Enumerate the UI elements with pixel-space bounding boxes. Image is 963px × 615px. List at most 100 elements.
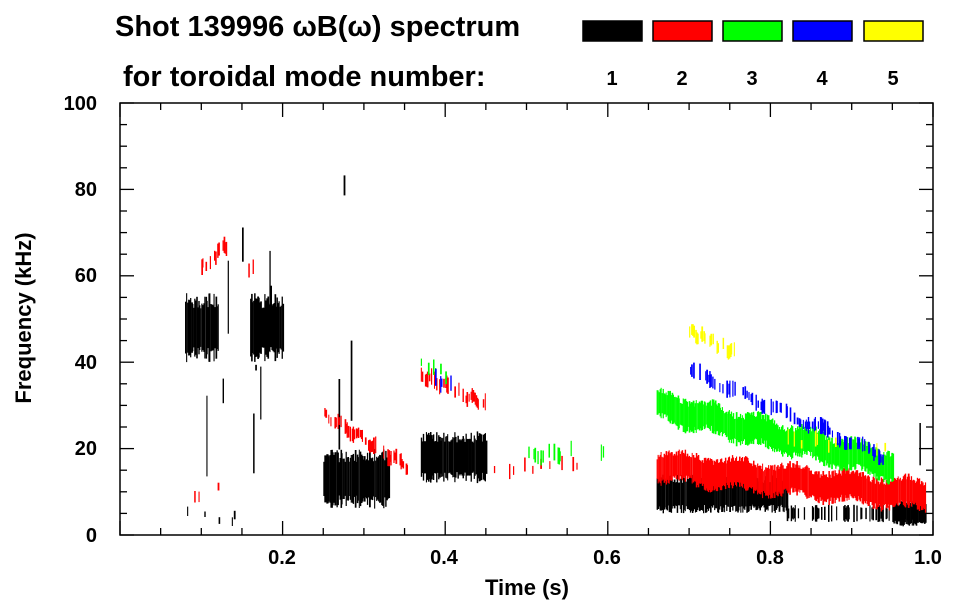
spectral-point-mode-1 xyxy=(420,437,423,477)
spectral-point-mode-3 xyxy=(739,413,742,446)
spectral-point-mode-1 xyxy=(731,481,733,507)
spectral-point-mode-4 xyxy=(872,446,874,456)
spectral-point-mode-2 xyxy=(359,429,361,438)
spectral-point-mode-2 xyxy=(340,415,342,428)
spectral-point-mode-4 xyxy=(699,363,701,380)
spectral-point-mode-2 xyxy=(799,465,801,493)
y-tick-label-20: 20 xyxy=(75,438,97,460)
spectral-point-mode-3 xyxy=(602,446,605,458)
spectral-point-mode-1 xyxy=(335,452,337,506)
spectral-point-mode-2 xyxy=(335,417,337,428)
spectral-point-mode-4 xyxy=(744,386,747,399)
spectral-point-mode-2 xyxy=(773,469,775,494)
spectral-point-mode-2 xyxy=(881,479,884,510)
spectral-point-mode-2 xyxy=(205,261,208,271)
spectral-point-mode-2 xyxy=(839,473,842,498)
spectral-point-mode-1 xyxy=(783,475,785,513)
spectral-point-mode-2 xyxy=(785,468,787,489)
spectral-point-mode-3 xyxy=(829,437,831,468)
x-tick-label-1.0: 1.0 xyxy=(914,547,942,569)
spectral-point-mode-5 xyxy=(693,325,695,338)
spectral-point-mode-2 xyxy=(873,478,875,509)
spectral-point-mode-4 xyxy=(751,392,754,406)
spectral-point-mode-5 xyxy=(701,326,704,342)
legend-label-mode-2: 2 xyxy=(676,68,687,90)
spectral-point-mode-2 xyxy=(669,453,671,481)
spectral-point-mode-2 xyxy=(493,466,496,474)
spectral-point-mode-1 xyxy=(436,432,438,483)
spectral-point-mode-3 xyxy=(792,426,794,459)
spectral-point-mode-2 xyxy=(779,466,781,494)
spectral-point-mode-1 xyxy=(670,475,673,513)
spectral-point-mode-1 xyxy=(185,301,187,354)
spectral-point-mode-1 xyxy=(678,482,681,506)
spectral-point-mode-1 xyxy=(679,478,681,510)
spectral-point-mode-3 xyxy=(727,411,730,440)
spectral-point-mode-1 xyxy=(674,482,677,506)
spectral-point-mode-1 xyxy=(258,297,260,358)
spectral-point-mode-1 xyxy=(666,477,669,511)
spectral-point-mode-1 xyxy=(278,301,280,354)
spectral-point-mode-1 xyxy=(923,503,926,524)
spectral-point-mode-3 xyxy=(558,447,561,465)
spectral-point-mode-2 xyxy=(848,468,850,500)
spectral-point-mode-1 xyxy=(911,501,913,526)
spectral-point-mode-4 xyxy=(780,402,782,413)
spectral-point-mode-1 xyxy=(277,303,280,353)
spectral-point-mode-3 xyxy=(661,393,663,414)
spectral-point-mode-2 xyxy=(248,263,250,278)
spectral-point-mode-3 xyxy=(818,430,820,460)
spectral-point-mode-3 xyxy=(802,426,804,455)
spectral-point-mode-2 xyxy=(330,417,332,427)
spectral-point-mode-3 xyxy=(843,442,845,468)
spectral-point-mode-1 xyxy=(352,453,355,504)
spectral-point-mode-2 xyxy=(736,456,738,487)
spectral-point-mode-3 xyxy=(761,414,764,444)
spectral-point-mode-2 xyxy=(846,467,848,501)
spectral-point-mode-2 xyxy=(924,482,927,513)
spectral-point-mode-2 xyxy=(883,483,885,506)
spectral-point-mode-3 xyxy=(667,390,670,421)
spectral-point-mode-2 xyxy=(765,467,767,496)
spectral-point-mode-1 xyxy=(255,298,257,357)
spectral-point-mode-2 xyxy=(725,463,727,483)
spectral-point-mode-1 xyxy=(423,441,426,474)
spectral-point-mode-1 xyxy=(444,441,446,473)
spectral-point-mode-2 xyxy=(371,441,373,453)
spectral-point-mode-1 xyxy=(341,453,343,505)
spectral-point-mode-1 xyxy=(845,507,847,519)
spectral-point-mode-3 xyxy=(832,444,834,464)
spectral-point-mode-2 xyxy=(739,456,741,487)
spectral-point-mode-1 xyxy=(904,504,906,523)
spectral-point-mode-2 xyxy=(351,428,354,442)
spectral-point-mode-3 xyxy=(664,394,667,415)
spectral-point-mode-4 xyxy=(796,417,799,425)
spectral-point-mode-1 xyxy=(846,506,848,521)
spectral-point-mode-3 xyxy=(658,392,661,414)
spectral-point-mode-2 xyxy=(439,379,441,395)
spectral-point-mode-4 xyxy=(705,371,707,381)
spectral-point-mode-1 xyxy=(204,296,206,359)
spectral-point-mode-2 xyxy=(819,477,821,498)
spectral-point-mode-1 xyxy=(375,460,377,498)
spectral-point-mode-3 xyxy=(702,404,704,427)
spectral-point-mode-1 xyxy=(262,307,264,348)
spectral-point-mode-1 xyxy=(790,505,793,522)
spectral-point-mode-3 xyxy=(777,425,779,452)
spectral-point-mode-4 xyxy=(708,374,710,383)
spectral-point-mode-5 xyxy=(787,429,789,445)
spectral-point-mode-4 xyxy=(440,376,442,393)
spectral-point-mode-2 xyxy=(681,450,684,481)
spectral-point-mode-1 xyxy=(457,435,459,479)
spectral-point-mode-1 xyxy=(281,296,283,359)
spectral-point-mode-2 xyxy=(890,481,893,505)
spectral-point-mode-2 xyxy=(800,468,802,490)
spectral-point-mode-1 xyxy=(362,459,365,499)
spectral-point-mode-1 xyxy=(346,457,348,501)
spectral-point-mode-3 xyxy=(890,456,892,479)
spectral-point-mode-1 xyxy=(905,502,907,524)
spectral-point-mode-2 xyxy=(252,259,254,274)
spectral-point-mode-1 xyxy=(803,507,806,520)
spectral-point-mode-2 xyxy=(790,467,792,489)
spectral-point-mode-1 xyxy=(724,475,726,513)
